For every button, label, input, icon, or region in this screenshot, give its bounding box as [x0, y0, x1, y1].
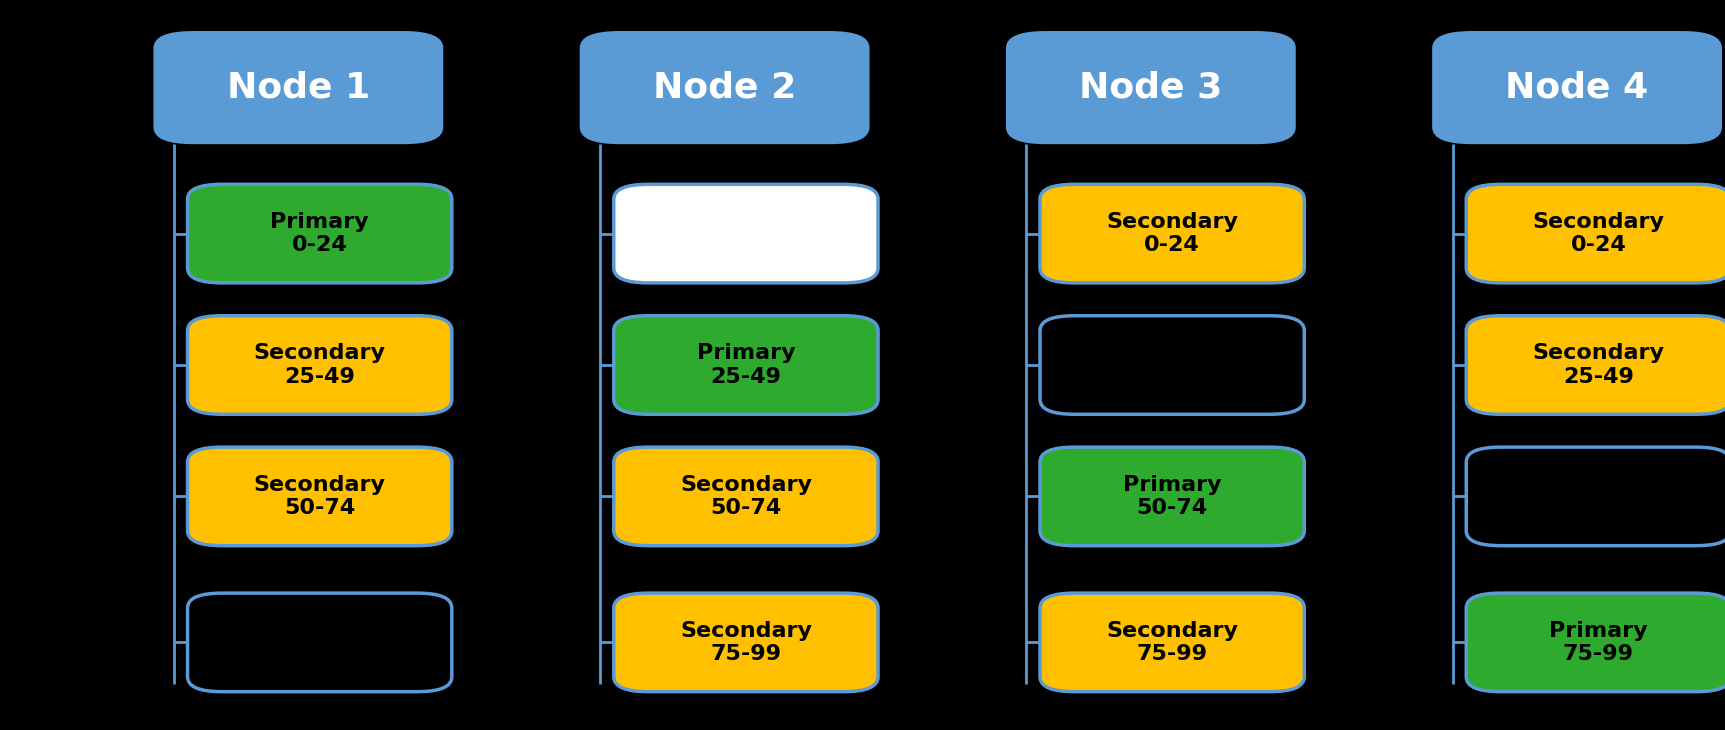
FancyBboxPatch shape — [1466, 447, 1725, 546]
Text: Node 3: Node 3 — [1080, 71, 1223, 104]
Text: Primary
75-99: Primary 75-99 — [1549, 620, 1647, 664]
FancyBboxPatch shape — [188, 184, 452, 283]
Text: Node 4: Node 4 — [1506, 71, 1649, 104]
FancyBboxPatch shape — [1040, 184, 1304, 283]
Text: Primary
25-49: Primary 25-49 — [697, 343, 795, 387]
FancyBboxPatch shape — [1466, 184, 1725, 283]
FancyBboxPatch shape — [614, 184, 878, 283]
FancyBboxPatch shape — [1432, 31, 1722, 144]
Text: Secondary
0-24: Secondary 0-24 — [1532, 212, 1665, 256]
FancyBboxPatch shape — [1006, 31, 1295, 144]
FancyBboxPatch shape — [614, 315, 878, 414]
FancyBboxPatch shape — [1040, 447, 1304, 546]
Text: Secondary
50-74: Secondary 50-74 — [680, 474, 812, 518]
Text: Secondary
75-99: Secondary 75-99 — [1106, 620, 1239, 664]
FancyBboxPatch shape — [188, 447, 452, 546]
Text: Secondary
50-74: Secondary 50-74 — [254, 474, 386, 518]
FancyBboxPatch shape — [154, 31, 443, 144]
Text: Secondary
25-49: Secondary 25-49 — [254, 343, 386, 387]
Text: Primary
50-74: Primary 50-74 — [1123, 474, 1221, 518]
FancyBboxPatch shape — [1040, 315, 1304, 414]
Text: Node 2: Node 2 — [654, 71, 797, 104]
Text: Node 1: Node 1 — [226, 71, 369, 104]
FancyBboxPatch shape — [1040, 593, 1304, 692]
FancyBboxPatch shape — [188, 593, 452, 692]
FancyBboxPatch shape — [614, 593, 878, 692]
Text: Secondary
0-24: Secondary 0-24 — [1106, 212, 1239, 256]
Text: Primary
0-24: Primary 0-24 — [271, 212, 369, 256]
Text: Secondary
25-49: Secondary 25-49 — [1532, 343, 1665, 387]
FancyBboxPatch shape — [1466, 315, 1725, 414]
Text: Secondary
75-99: Secondary 75-99 — [680, 620, 812, 664]
FancyBboxPatch shape — [580, 31, 869, 144]
FancyBboxPatch shape — [614, 447, 878, 546]
FancyBboxPatch shape — [1466, 593, 1725, 692]
FancyBboxPatch shape — [188, 315, 452, 414]
